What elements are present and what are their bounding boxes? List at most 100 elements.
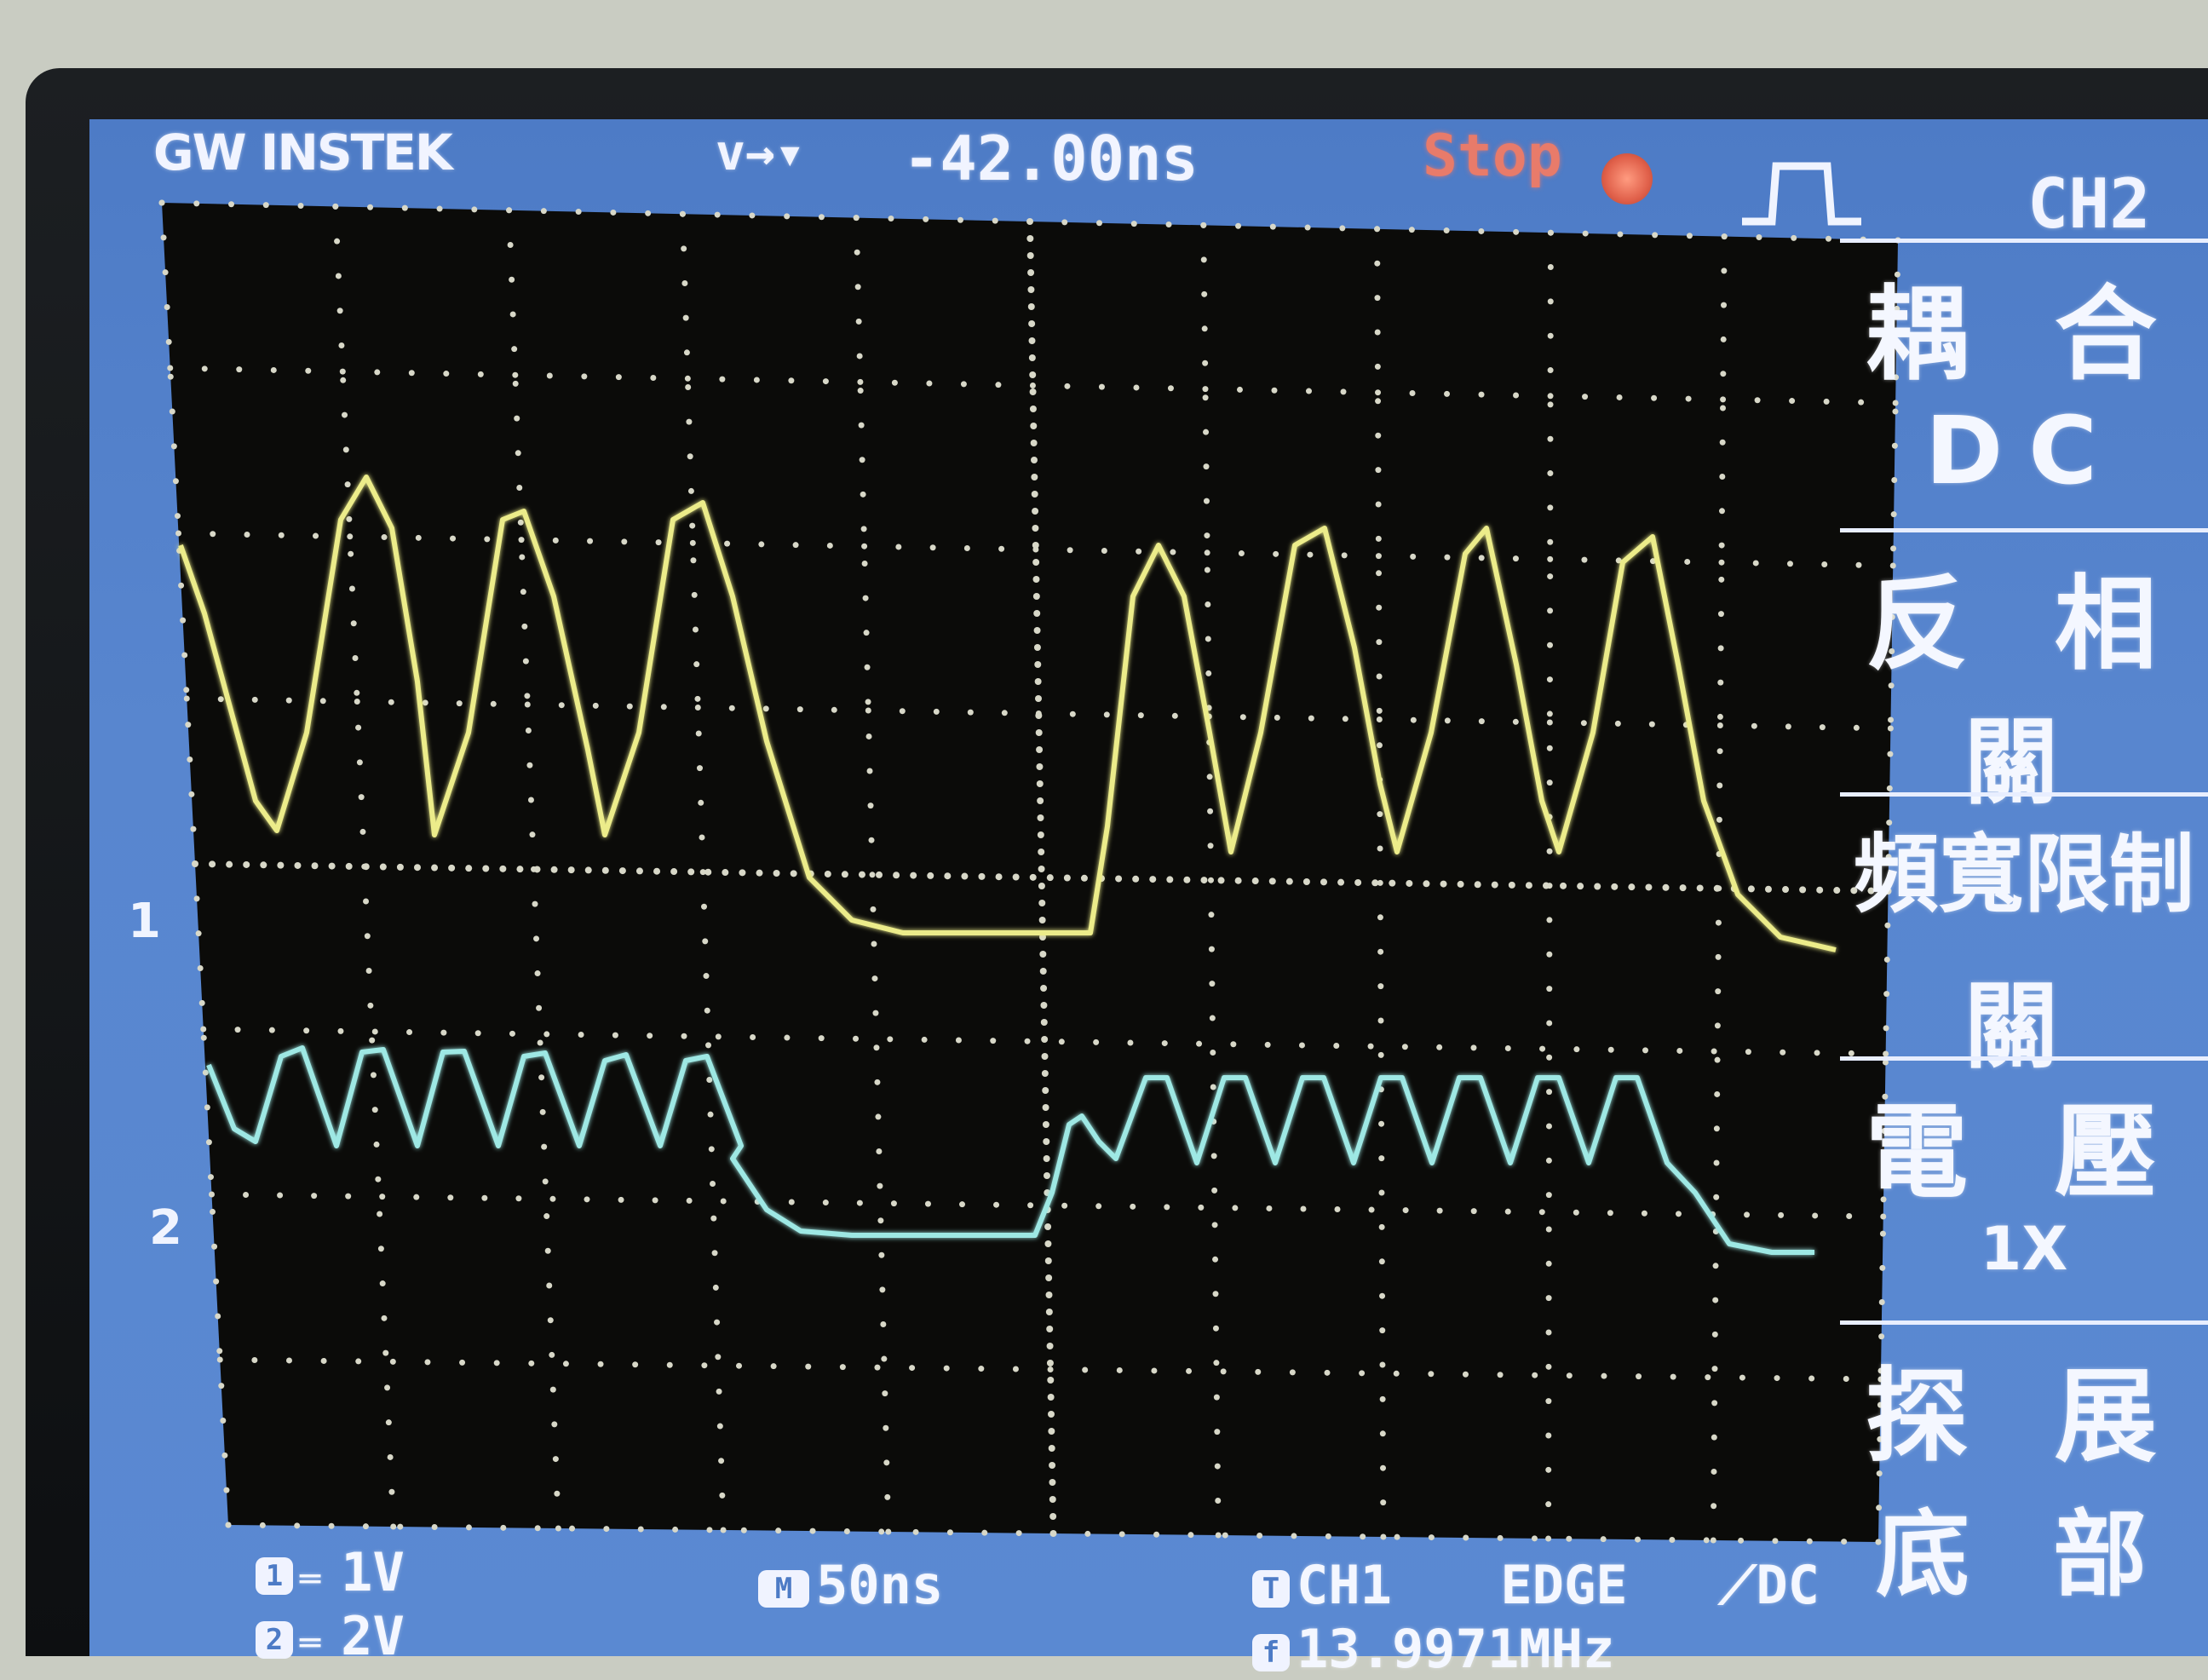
grid-vertical-line: [1717, 611, 1724, 618]
grid-vertical-line: [1721, 268, 1728, 274]
grid-horizontal-line: [1256, 1533, 1263, 1539]
grid-vertical-line: [1547, 435, 1554, 442]
menu-coupling[interactable]: 耦 合 DC: [1840, 239, 2208, 524]
grid-vertical-line: [1891, 476, 1898, 483]
grid-vertical-line: [1888, 682, 1895, 689]
grid-vertical-line: [1376, 742, 1383, 749]
grid-horizontal-line: [303, 1027, 310, 1034]
menu-invert[interactable]: 反 相 關: [1840, 528, 2208, 817]
grid-vertical-line: [1045, 1309, 1053, 1315]
grid-vertical-line: [1882, 1093, 1889, 1100]
grid-vertical-line: [856, 353, 863, 360]
menu-probe-title: 電 壓: [1866, 1094, 2182, 1212]
grid-horizontal-line: [1812, 1212, 1819, 1219]
grid-vertical-line: [1377, 811, 1383, 818]
grid-horizontal-line: [1525, 882, 1532, 889]
grid-vertical-line: [514, 415, 520, 422]
grid-horizontal-line: [1675, 1211, 1682, 1217]
grid-vertical-line: [1711, 1400, 1718, 1407]
grid-vertical-line: [1203, 498, 1210, 504]
menu-expand-value: 底 部: [1875, 1500, 2173, 1609]
grid-vertical-line: [704, 1007, 710, 1014]
grid-horizontal-line: [753, 377, 760, 383]
grid-horizontal-line: [1130, 1203, 1136, 1210]
grid-vertical-line: [370, 1072, 377, 1079]
grid-vertical-line: [169, 408, 175, 415]
grid-horizontal-line: [243, 860, 250, 868]
grid-horizontal-line: [1320, 878, 1327, 886]
grid-vertical-line: [874, 1079, 881, 1085]
grid-horizontal-line: [465, 1524, 472, 1531]
grid-horizontal-line: [1601, 1372, 1607, 1379]
grid-vertical-line: [1034, 678, 1042, 685]
grid-vertical-line: [1031, 457, 1038, 463]
grid-horizontal-line: [1617, 231, 1624, 238]
grid-vertical-line: [1038, 849, 1045, 855]
grid-horizontal-line: [610, 209, 617, 216]
grid-horizontal-line: [1061, 219, 1068, 226]
grid-vertical-line: [1380, 1464, 1387, 1471]
grid-horizontal-line: [448, 864, 456, 872]
grid-horizontal-line: [1440, 880, 1447, 888]
grid-vertical-line: [1032, 576, 1040, 583]
menu-bandwidth-limit[interactable]: 頻寬限制 關: [1840, 792, 2208, 1081]
grid-vertical-line: [188, 791, 195, 797]
grid-horizontal-line: [1789, 398, 1796, 405]
grid-vertical-line: [509, 311, 516, 318]
grid-horizontal-line: [337, 1027, 344, 1034]
menu-expand[interactable]: 探 展 底 部: [1840, 1320, 2208, 1609]
grid-horizontal-line: [1304, 224, 1311, 231]
grid-vertical-line: [183, 687, 190, 693]
grid-vertical-line: [1377, 948, 1384, 955]
grid-vertical-line: [534, 970, 541, 977]
menu-expand-title: 探 展: [1866, 1358, 2182, 1476]
grid-vertical-line: [1375, 398, 1382, 405]
grid-vertical-line: [348, 585, 355, 592]
grid-horizontal-line: [1649, 558, 1656, 565]
grid-vertical-line: [1711, 1366, 1718, 1372]
rising-edge-icon: ⟋: [1718, 1554, 1757, 1616]
grid-horizontal-line: [1269, 223, 1276, 230]
grid-horizontal-line: [1230, 1041, 1237, 1048]
grid-horizontal-line: [328, 862, 336, 870]
grid-horizontal-line: [167, 365, 174, 371]
menu-channel-title: CH2: [2027, 164, 2151, 244]
grid-vertical-line: [1200, 256, 1207, 263]
grid-vertical-line: [1048, 1428, 1055, 1435]
grid-horizontal-line: [396, 863, 404, 871]
grid-vertical-line: [516, 485, 523, 492]
grid-vertical-line: [379, 1280, 386, 1287]
grid-horizontal-line: [1883, 1050, 1889, 1057]
grid-horizontal-line: [518, 537, 525, 544]
grid-vertical-line: [1215, 1532, 1222, 1539]
grid-vertical-line: [1711, 1331, 1718, 1338]
grid-horizontal-line: [788, 377, 795, 384]
grid-vertical-line: [681, 245, 687, 252]
grid-horizontal-line: [720, 1198, 727, 1205]
grid-vertical-line: [1380, 1499, 1387, 1506]
grid-vertical-line: [1201, 291, 1208, 297]
grid-horizontal-line: [1825, 235, 1831, 242]
grid-horizontal-line: [228, 201, 235, 208]
grid-horizontal-line: [773, 869, 780, 877]
grid-horizontal-line: [515, 1195, 522, 1202]
grid-vertical-line: [1378, 1258, 1385, 1265]
grid-vertical-line: [1377, 845, 1383, 852]
grid-horizontal-line: [1153, 1531, 1160, 1538]
grid-horizontal-line: [345, 1193, 352, 1200]
grid-horizontal-line: [1423, 880, 1430, 888]
grid-horizontal-line: [784, 213, 791, 220]
grid-horizontal-line: [1756, 233, 1762, 240]
grid-vertical-line: [1044, 1257, 1052, 1264]
grid-horizontal-line: [1368, 1206, 1375, 1213]
grid-vertical-line: [1029, 388, 1037, 395]
grid-horizontal-line: [1739, 1374, 1745, 1381]
trigger-source: CH1: [1297, 1554, 1392, 1616]
grid-vertical-line: [1713, 1159, 1720, 1166]
grid-horizontal-line: [225, 1522, 232, 1528]
menu-probe-voltage[interactable]: 電 壓 1X: [1840, 1056, 2208, 1316]
grid-horizontal-line: [1371, 879, 1379, 887]
grid-vertical-line: [696, 765, 703, 772]
grid-horizontal-line: [1744, 1211, 1751, 1218]
grid-horizontal-line: [1684, 558, 1691, 565]
